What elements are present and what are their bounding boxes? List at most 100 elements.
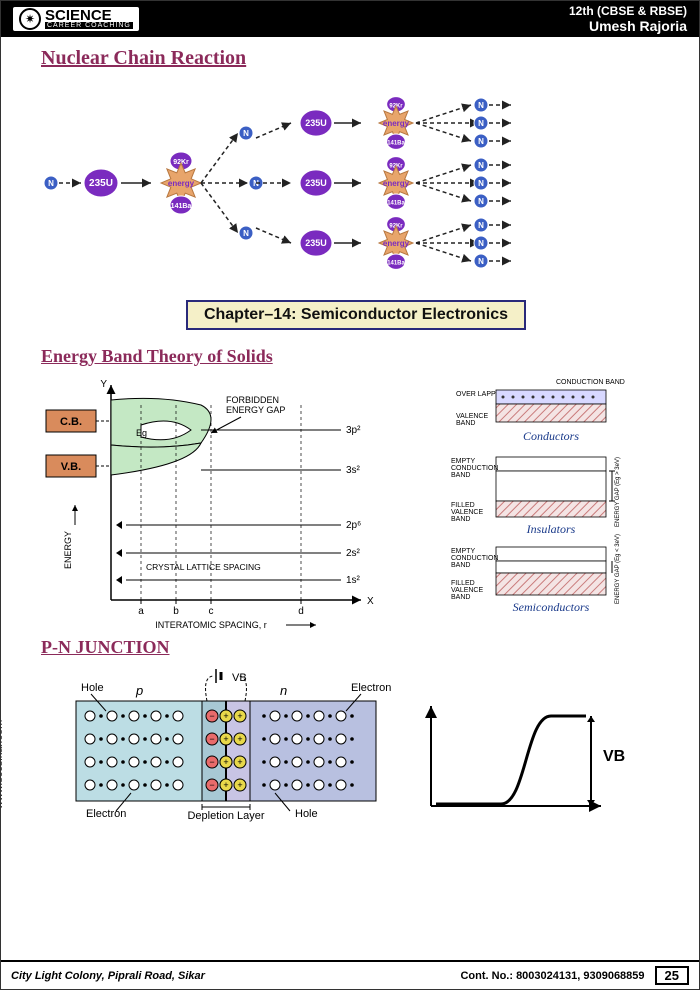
svg-text:N: N <box>478 239 484 248</box>
svg-text:c: c <box>209 606 214 617</box>
svg-text:BAND: BAND <box>451 562 470 569</box>
svg-text:N: N <box>478 161 484 170</box>
footer-contact: Cont. No.: 8003024131, 9309068859 <box>460 970 644 982</box>
title-pn: P-N JUNCTION <box>41 637 671 658</box>
svg-text:a: a <box>138 606 144 617</box>
svg-text:−: − <box>209 734 214 744</box>
brand-logo: ✷ SCIENCE CAREER COACHING <box>13 7 139 31</box>
svg-text:EMPTY: EMPTY <box>451 548 475 555</box>
svg-text:VALENCE: VALENCE <box>456 413 488 420</box>
svg-text:CONDUCTION: CONDUCTION <box>451 555 498 562</box>
logo-icon: ✷ <box>19 8 41 30</box>
svg-text:Electron: Electron <box>351 682 391 694</box>
svg-text:N: N <box>478 179 484 188</box>
svg-text:Hole: Hole <box>295 808 318 820</box>
svg-text:VALENCE: VALENCE <box>451 509 483 516</box>
svg-text:EMPTY: EMPTY <box>451 458 475 465</box>
svg-text:235U: 235U <box>89 178 113 189</box>
svg-text:+: + <box>237 780 242 790</box>
svg-text:3p²: 3p² <box>346 425 361 436</box>
class-line: 12th (CBSE & RBSE) <box>569 4 687 18</box>
svg-text:Semiconductors: Semiconductors <box>513 600 590 614</box>
svg-text:N: N <box>243 129 249 138</box>
svg-text:n: n <box>280 683 287 698</box>
svg-text:N: N <box>478 101 484 110</box>
page-header: ✷ SCIENCE CAREER COACHING 12th (CBSE & R… <box>1 1 699 37</box>
svg-text:VALENCE: VALENCE <box>451 587 483 594</box>
band-theory-row: YXC.B.V.B.EgFORBIDDENENERGY GAP3p²3s²2p⁶… <box>41 375 671 635</box>
svg-text:Conductors: Conductors <box>523 429 579 443</box>
svg-text:Insulators: Insulators <box>526 522 576 536</box>
svg-text:141Ba: 141Ba <box>387 201 405 207</box>
brand-sub: CAREER COACHING <box>45 22 133 29</box>
svg-text:235U: 235U <box>305 238 327 248</box>
vb-curve-diagram: VB <box>411 686 631 836</box>
svg-text:+: + <box>237 757 242 767</box>
svg-text:2s²: 2s² <box>346 548 361 559</box>
band-types-diagram: CONDUCTION BANDOVER LAPPEDVALENCEBANDCon… <box>401 375 641 635</box>
svg-text:ENERGY GAP (Eg > 3eV): ENERGY GAP (Eg > 3eV) <box>615 457 621 527</box>
svg-text:1s²: 1s² <box>346 575 361 586</box>
svg-text:3s²: 3s² <box>346 465 361 476</box>
svg-text:−: − <box>209 780 214 790</box>
svg-text:+: + <box>237 711 242 721</box>
svg-text:ENERGY GAP: ENERGY GAP <box>226 405 285 415</box>
svg-text:+: + <box>237 734 242 744</box>
svg-text:+: + <box>223 757 228 767</box>
teacher-name: Umesh Rajoria <box>569 18 687 34</box>
svg-text:141Ba: 141Ba <box>171 203 192 210</box>
svg-text:N: N <box>478 119 484 128</box>
svg-text:−: − <box>209 757 214 767</box>
svg-text:VB: VB <box>232 672 247 684</box>
svg-text:BAND: BAND <box>456 420 475 427</box>
page-number: 25 <box>655 966 689 985</box>
svg-text:N: N <box>478 197 484 206</box>
chain-reaction-diagram: N235U92Krenergy141BaNNN235U92Krenergy141… <box>41 78 661 288</box>
pn-junction-diagram: HolepnElectronVB−−++−−++−−++−−++Electron… <box>41 666 401 836</box>
svg-text:N: N <box>478 257 484 266</box>
svg-text:Electron: Electron <box>86 808 126 820</box>
svg-text:BAND: BAND <box>451 594 470 601</box>
page-content: Nuclear Chain Reaction N235U92Krenergy14… <box>1 37 699 836</box>
svg-text:BAND: BAND <box>451 472 470 479</box>
svg-text:2p⁶: 2p⁶ <box>346 520 361 531</box>
svg-text:Depletion Layer: Depletion Layer <box>187 810 264 822</box>
svg-text:ENERGY GAP (Eg < 3eV): ENERGY GAP (Eg < 3eV) <box>615 534 621 604</box>
header-right: 12th (CBSE & RBSE) Umesh Rajoria <box>569 4 687 34</box>
svg-text:energy: energy <box>383 119 410 128</box>
svg-text:+: + <box>223 780 228 790</box>
svg-text:235U: 235U <box>305 118 327 128</box>
svg-text:energy: energy <box>383 179 410 188</box>
svg-text:CONDUCTION: CONDUCTION <box>451 465 498 472</box>
svg-text:−: − <box>209 711 214 721</box>
energy-band-diagram: YXC.B.V.B.EgFORBIDDENENERGY GAP3p²3s²2p⁶… <box>41 375 391 630</box>
svg-text:N: N <box>48 179 54 188</box>
svg-text:energy: energy <box>383 239 410 248</box>
svg-text:energy: energy <box>168 179 195 188</box>
svg-text:Hole: Hole <box>81 682 104 694</box>
title-band: Energy Band Theory of Solids <box>41 346 671 367</box>
svg-text:N: N <box>478 221 484 230</box>
svg-text:FILLED: FILLED <box>451 502 475 509</box>
svg-text:ENERGY: ENERGY <box>63 531 73 569</box>
svg-text:INTERATOMIC SPACING, r: INTERATOMIC SPACING, r <box>155 620 267 630</box>
svg-text:d: d <box>298 606 304 617</box>
svg-text:FILLED: FILLED <box>451 580 475 587</box>
svg-text:p: p <box>135 683 143 698</box>
chapter-box: Chapter–14: Semiconductor Electronics <box>186 300 526 330</box>
page-footer: City Light Colony, Piprali Road, Sikar C… <box>1 960 699 989</box>
svg-text:N: N <box>478 137 484 146</box>
svg-text:141Ba: 141Ba <box>387 261 405 267</box>
svg-text:Eg: Eg <box>136 428 147 438</box>
svg-text:Y: Y <box>100 379 107 390</box>
svg-text:X: X <box>367 596 374 607</box>
svg-text:235U: 235U <box>305 178 327 188</box>
svg-text:141Ba: 141Ba <box>387 141 405 147</box>
svg-text:C.B.: C.B. <box>60 416 82 428</box>
svg-text:N: N <box>243 229 249 238</box>
svg-text:+: + <box>223 711 228 721</box>
svg-text:FORBIDDEN: FORBIDDEN <box>226 395 279 405</box>
svg-text:CONDUCTION BAND: CONDUCTION BAND <box>556 379 625 386</box>
svg-text:CRYSTAL LATTICE SPACING: CRYSTAL LATTICE SPACING <box>146 562 261 572</box>
svg-text:BAND: BAND <box>451 516 470 523</box>
